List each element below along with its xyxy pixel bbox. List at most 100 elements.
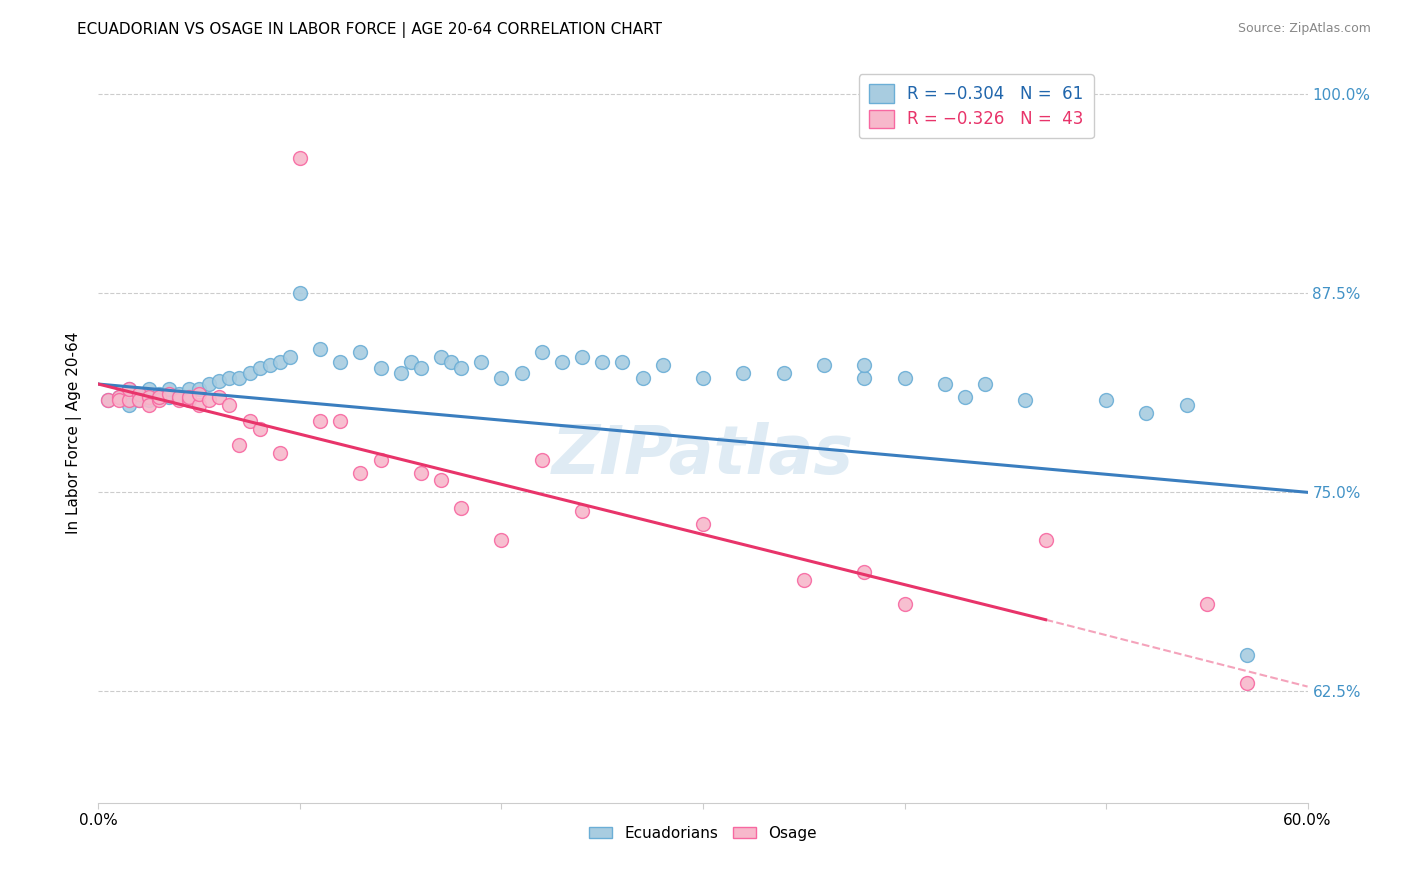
Point [389, 366, 412, 380]
Point [138, 382, 160, 396]
Point [1175, 398, 1198, 412]
Point [329, 414, 352, 428]
Point [128, 386, 150, 401]
Point [530, 453, 553, 467]
Point [530, 345, 553, 359]
Point [349, 345, 371, 359]
Point [631, 370, 654, 384]
Point [167, 390, 190, 404]
Point [118, 382, 141, 396]
Point [430, 473, 453, 487]
Point [97, 392, 120, 407]
Point [118, 392, 141, 407]
Point [1195, 597, 1218, 611]
Point [1035, 533, 1057, 547]
Point [128, 392, 150, 407]
Point [128, 386, 150, 401]
Point [974, 377, 997, 392]
Point [278, 350, 301, 364]
Point [157, 390, 180, 404]
Point [179, 390, 201, 404]
Point [612, 355, 634, 369]
Point [370, 361, 392, 376]
Point [309, 342, 332, 356]
Point [772, 366, 794, 380]
Point [309, 414, 332, 428]
Point [208, 374, 231, 388]
Point [97, 392, 120, 407]
Point [107, 390, 129, 404]
Legend: Ecuadorians, Osage: Ecuadorians, Osage [583, 820, 823, 847]
Point [288, 286, 311, 301]
Point [118, 382, 141, 396]
Point [651, 358, 673, 372]
Point [1236, 676, 1258, 690]
Point [198, 377, 221, 392]
Point [793, 573, 815, 587]
Point [228, 370, 250, 384]
Point [167, 392, 190, 407]
Point [259, 358, 281, 372]
Text: ECUADORIAN VS OSAGE IN LABOR FORCE | AGE 20-64 CORRELATION CHART: ECUADORIAN VS OSAGE IN LABOR FORCE | AGE… [77, 22, 662, 38]
Point [269, 445, 291, 459]
Point [179, 392, 201, 407]
Point [218, 370, 240, 384]
Point [813, 358, 835, 372]
Point [118, 398, 141, 412]
Point [269, 355, 291, 369]
Point [349, 467, 371, 481]
Point [450, 501, 472, 516]
Point [591, 355, 613, 369]
Point [148, 390, 170, 404]
Point [893, 597, 915, 611]
Point [430, 350, 453, 364]
Point [692, 517, 714, 532]
Point [440, 355, 463, 369]
Point [167, 390, 190, 404]
Y-axis label: In Labor Force | Age 20-64: In Labor Force | Age 20-64 [66, 332, 83, 533]
Point [934, 377, 956, 392]
Point [491, 533, 513, 547]
Point [329, 355, 352, 369]
Point [188, 386, 211, 401]
Point [228, 437, 250, 451]
Point [1135, 406, 1157, 420]
Point [138, 392, 160, 407]
Point [157, 382, 180, 396]
Point [510, 366, 533, 380]
Point [692, 370, 714, 384]
Point [450, 361, 472, 376]
Point [370, 453, 392, 467]
Point [167, 386, 190, 401]
Point [853, 358, 876, 372]
Point [107, 390, 129, 404]
Point [893, 370, 915, 384]
Text: Source: ZipAtlas.com: Source: ZipAtlas.com [1237, 22, 1371, 36]
Point [733, 366, 755, 380]
Point [470, 355, 492, 369]
Point [551, 355, 574, 369]
Point [198, 392, 221, 407]
Point [148, 390, 170, 404]
Point [409, 467, 432, 481]
Point [208, 390, 231, 404]
Point [128, 392, 150, 407]
Point [249, 361, 271, 376]
Point [1095, 392, 1118, 407]
Point [188, 398, 211, 412]
Text: ZIPatlas: ZIPatlas [553, 422, 853, 488]
Point [1236, 648, 1258, 662]
Point [148, 392, 170, 407]
Point [571, 504, 593, 518]
Point [179, 382, 201, 396]
Point [188, 382, 211, 396]
Point [239, 366, 262, 380]
Point [218, 398, 240, 412]
Point [409, 361, 432, 376]
Point [1014, 392, 1036, 407]
Point [157, 386, 180, 401]
Point [138, 398, 160, 412]
Point [138, 390, 160, 404]
Point [239, 414, 262, 428]
Point [853, 565, 876, 579]
